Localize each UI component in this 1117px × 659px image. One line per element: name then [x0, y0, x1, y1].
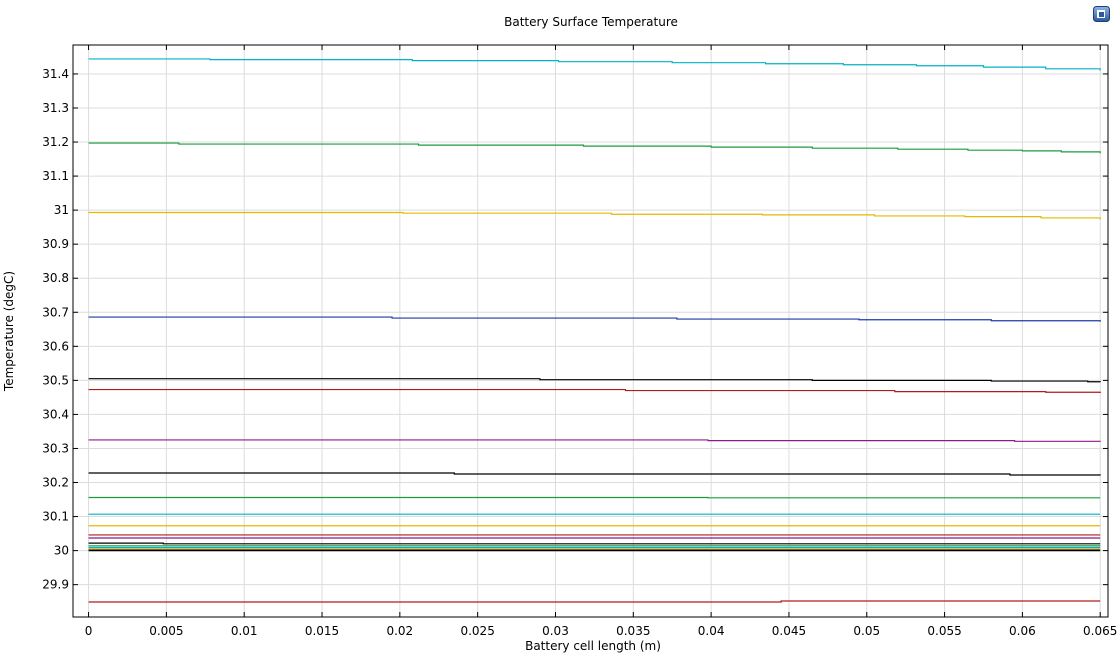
series-line-7 [88, 439, 1101, 442]
x-tick-label: 0.005 [149, 624, 183, 638]
y-tick-label: 30.8 [42, 271, 69, 285]
grid [73, 45, 1108, 617]
series-line-8 [88, 472, 1101, 476]
x-axis-label: Battery cell length (m) [525, 639, 661, 653]
y-tick-label: 31.2 [42, 135, 69, 149]
x-tick-label: 0.04 [698, 624, 725, 638]
y-tick-label: 30 [54, 544, 69, 558]
plot-settings-button[interactable] [1093, 6, 1110, 22]
series-line-14 [88, 542, 1101, 545]
y-tick-label: 30.6 [42, 339, 69, 353]
y-tick-label: 31.1 [42, 169, 69, 183]
series-line-3 [88, 211, 1101, 220]
y-tick-label: 30.2 [42, 476, 69, 490]
plot-background [73, 45, 1108, 617]
series-line-1 [88, 58, 1101, 71]
x-tick-label: 0 [85, 624, 93, 638]
y-tick-label: 30.3 [42, 441, 69, 455]
x-tick-label: 0.025 [460, 624, 494, 638]
y-tick-label: 31.4 [42, 67, 69, 81]
series-group [88, 58, 1101, 603]
x-tick-label: 0.055 [927, 624, 961, 638]
y-tick-label: 29.9 [42, 578, 69, 592]
plot-frame [72, 44, 1109, 618]
x-tick-label: 0.03 [542, 624, 569, 638]
y-tick-label: 31.3 [42, 101, 69, 115]
y-tick-label: 30.9 [42, 237, 69, 251]
series-line-6 [88, 388, 1101, 393]
y-tick-label: 31 [54, 203, 69, 217]
x-tick-label: 0.01 [231, 624, 258, 638]
y-tick-label: 30.1 [42, 510, 69, 524]
comsol-plot-icon [1093, 6, 1110, 22]
y-axis: 29.9 30 30.1 30.2 30.3 30.4 30.5 30.6 30.7 30.8 30… [42, 67, 1108, 592]
x-tick-label: 0.035 [616, 624, 650, 638]
x-tick-label: 0.015 [305, 624, 339, 638]
y-axis-label: Temperature (degC) [2, 271, 16, 392]
x-tick-label: 0.065 [1083, 624, 1117, 638]
y-tick-label: 30.7 [42, 305, 69, 319]
series-line-2 [88, 142, 1101, 154]
series-line-5 [88, 378, 1101, 383]
x-tick-label: 0.045 [772, 624, 806, 638]
series-line-20 [88, 600, 1101, 603]
x-axis: 0 0.005 0.01 0.015 0.02 0.025 0.03 0.035 0.04 0.0… [85, 45, 1117, 638]
chart-title: Battery Surface Temperature [504, 15, 678, 29]
x-tick-label: 0.06 [1009, 624, 1036, 638]
x-tick-label: 0.05 [853, 624, 880, 638]
series-line-4 [88, 316, 1101, 322]
y-tick-label: 30.5 [42, 373, 69, 387]
x-tick-label: 0.02 [386, 624, 413, 638]
y-tick-label: 30.4 [42, 407, 69, 421]
